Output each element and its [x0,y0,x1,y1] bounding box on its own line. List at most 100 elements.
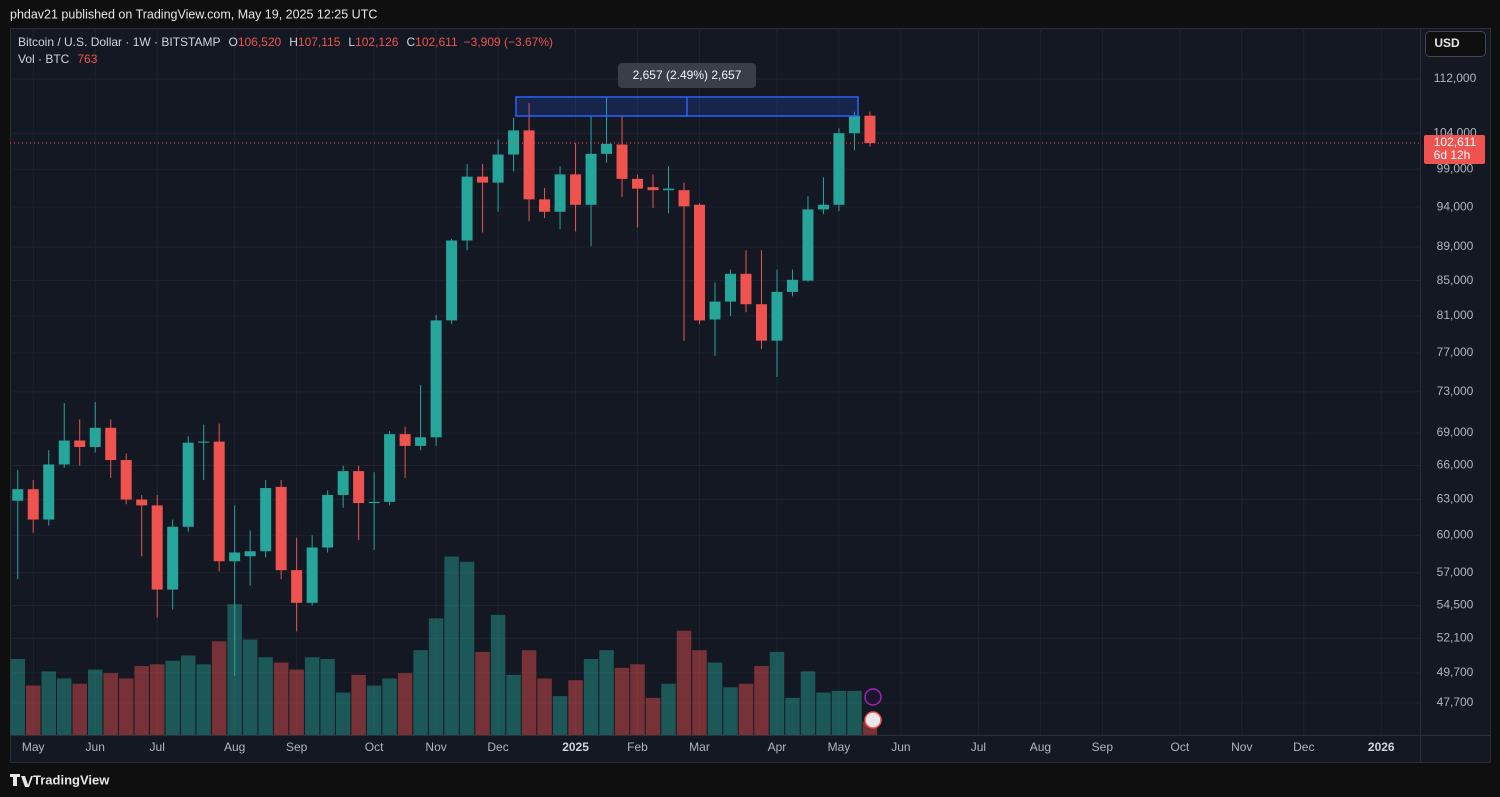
event-icon[interactable] [864,711,882,729]
candle-layer [10,96,1420,676]
volume-bar [382,678,397,735]
candle-body [213,441,225,562]
low-value: 102,126 [355,35,399,49]
volume-bar [320,658,335,735]
x-tick-label: Jul [150,740,165,754]
candle-body [260,488,272,552]
volume-bar [552,696,568,735]
volume-bar [506,674,521,735]
volume-bar [72,683,87,735]
volume-bar [676,630,692,735]
candle-body [833,133,845,205]
x-tick-label: Aug [224,740,245,754]
volume-bar [490,614,506,735]
y-tick-label: 85,000 [1437,273,1474,287]
candle-body [616,144,628,179]
candle-body [353,471,365,504]
volume-bar [847,690,862,735]
x-tick-label: Oct [365,740,384,754]
volume-bar [165,660,180,735]
x-tick-label: 2025 [562,740,589,754]
candle-body [322,494,334,548]
candle-body [306,547,318,603]
x-tick-label: May [828,740,851,754]
candle-body [477,176,489,183]
volume-bar [10,658,25,735]
volume-bar [25,685,41,735]
volume-bar [242,639,258,735]
candle-body [539,199,551,212]
candle-body [570,174,582,205]
candle-body [12,489,24,501]
volume-bar [351,674,366,735]
y-tick-label: 47,700 [1437,695,1474,709]
y-tick-label: 112,000 [1434,71,1477,85]
x-tick-label: Feb [627,740,648,754]
brand-logo [10,774,33,787]
volume-bar [413,650,428,735]
candle-body [430,320,442,438]
event-icon[interactable] [864,688,882,706]
candle-body [74,440,86,447]
y-tick-label: 52,100 [1437,631,1474,645]
volume-bar [630,664,645,735]
x-tick-label: Nov [1231,740,1252,754]
candle-body [740,273,752,305]
candle-body [399,434,411,446]
candle-body [724,273,736,302]
low-key: L [348,35,355,49]
symbol-legend: Bitcoin / U.S. Dollar · 1W · BITSTAMP O10… [18,35,553,49]
volume-bar [816,692,831,735]
candle-body [523,130,535,200]
x-tick-label: Sep [1092,740,1114,754]
volume-bar [87,669,103,735]
volume-bar [366,685,382,735]
x-tick-label: 2026 [1368,740,1395,754]
measure-label-box [618,63,756,88]
volume-bar [738,683,754,735]
candle-body [694,204,706,321]
volume-bar [537,678,552,735]
candle-body [601,143,613,154]
candle-body [492,154,504,183]
candle-body [43,464,55,520]
candle-body [554,174,566,212]
volume-bar [41,671,56,735]
volume-bar [599,650,614,735]
volume-bar [769,651,785,735]
candle-body [415,437,427,446]
volume-bar [692,650,707,735]
candle-body [632,178,644,189]
volume-bar [444,556,459,735]
volume-bar [273,662,289,735]
x-tick-label: Dec [487,740,508,754]
x-tick-label: May [22,740,45,754]
candle-body [848,115,860,134]
volume-bar [180,655,196,735]
x-tick-label: Dec [1293,740,1314,754]
volume-bar [289,669,304,735]
candle-body [244,551,256,557]
candle-body [817,204,829,210]
candle-body [337,471,349,495]
candle-body [786,279,798,292]
currency-button[interactable] [1425,31,1486,57]
x-tick-label: Nov [425,740,446,754]
high-key: H [289,35,298,49]
volume-legend: Vol · BTC 763 [18,52,98,66]
candle-body [58,440,70,465]
y-tick-label: 54,500 [1437,598,1474,612]
candle-body [291,570,303,603]
x-tick-label: Jul [971,740,986,754]
candle-body [709,301,721,320]
y-tick-label: 57,000 [1437,565,1474,579]
countdown-label: 6d 12h [1434,148,1471,162]
volume-bar [258,657,273,735]
candle-body [678,190,690,207]
candle-body [167,526,179,590]
y-tick-label: 66,000 [1437,458,1474,472]
volume-bar [800,671,816,735]
volume-bar [785,697,800,735]
currency-label[interactable]: USD [1434,36,1460,50]
